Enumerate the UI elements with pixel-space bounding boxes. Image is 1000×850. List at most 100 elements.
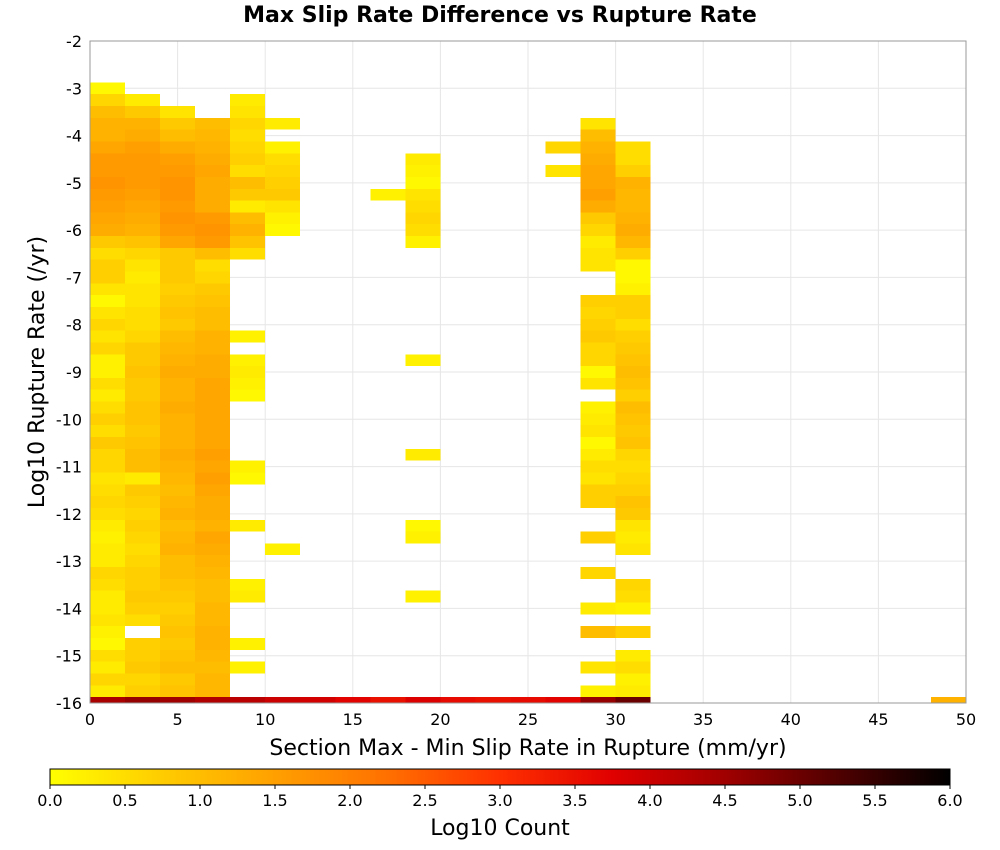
heatmap-cell — [230, 637, 266, 650]
heatmap-cell — [90, 377, 126, 390]
heatmap-cell — [230, 366, 266, 378]
heatmap-cell — [195, 129, 231, 142]
heatmap-cell — [90, 354, 126, 367]
heatmap-cell — [580, 401, 616, 414]
heatmap-cell — [195, 637, 231, 650]
heatmap-cell — [125, 117, 161, 130]
heatmap-cell — [160, 129, 196, 142]
heatmap-cell — [195, 484, 231, 497]
heatmap-cell — [125, 306, 161, 319]
heatmap-cell — [615, 366, 651, 378]
heatmap-cell — [615, 425, 651, 438]
heatmap-cell — [195, 366, 231, 378]
heatmap-cell — [160, 673, 196, 686]
heatmap-cell — [195, 117, 231, 130]
heatmap-cell — [230, 247, 266, 260]
heatmap-cell — [90, 259, 126, 272]
heatmap-cell — [90, 697, 126, 703]
y-tick-label: -8 — [66, 316, 82, 335]
heatmap-cell — [125, 354, 161, 367]
heatmap-cell — [615, 283, 651, 296]
y-tick-label: -3 — [66, 79, 82, 98]
heatmap-cell — [90, 318, 126, 331]
colorbar-tick-label: 2.0 — [337, 791, 362, 810]
heatmap-cell — [615, 673, 651, 686]
heatmap-cell — [230, 141, 266, 154]
heatmap-cell — [195, 354, 231, 367]
heatmap-cell — [160, 153, 196, 166]
heatmap-cell — [265, 141, 301, 154]
heatmap-cell — [90, 543, 126, 556]
heatmap-cell — [90, 578, 126, 591]
heatmap-cell — [125, 330, 161, 343]
heatmap-cell — [230, 460, 266, 473]
heatmap-cell — [405, 224, 441, 237]
colorbar-tick-labels: 0.0 0.5 1.0 1.5 2.0 2.5 3.0 3.5 4.0 4.5 5.0 5.5 6.0 — [37, 785, 963, 810]
y-tick-label: -7 — [66, 268, 82, 287]
heatmap-cell — [580, 437, 616, 449]
heatmap-cell — [615, 259, 651, 272]
heatmap-cell — [195, 507, 231, 520]
heatmap-cell — [90, 165, 126, 177]
colorbar — [49, 768, 951, 786]
heatmap-cell — [195, 602, 231, 615]
colorbar-tick-label: 4.5 — [712, 791, 737, 810]
heatmap-cell — [125, 389, 161, 402]
heatmap-cell — [615, 295, 651, 307]
heatmap-cell — [615, 649, 651, 662]
heatmap-cell — [580, 176, 616, 189]
heatmap-cell — [405, 200, 441, 213]
heatmap-cell — [125, 200, 161, 213]
heatmap-cell — [580, 153, 616, 166]
heatmap-cell — [195, 649, 231, 662]
heatmap-cell — [580, 306, 616, 319]
heatmap-cell — [160, 602, 196, 615]
heatmap-cell — [405, 697, 441, 703]
heatmap-cell — [125, 283, 161, 296]
heatmap-cell — [615, 472, 651, 485]
colorbar-tick-label: 4.0 — [637, 791, 662, 810]
heatmap-cell — [160, 212, 196, 225]
heatmap-cell — [615, 507, 651, 520]
colorbar-tick-label: 3.0 — [487, 791, 512, 810]
heatmap-cell — [580, 354, 616, 367]
heatmap-cell — [615, 519, 651, 532]
heatmap-cell — [545, 697, 581, 703]
heatmap-cell — [125, 153, 161, 166]
heatmap-cell — [230, 519, 266, 532]
heatmap-cell — [160, 283, 196, 296]
heatmap-cell — [195, 401, 231, 414]
heatmap-cell — [90, 496, 126, 508]
heatmap-cell — [90, 401, 126, 414]
heatmap-cell — [195, 614, 231, 627]
heatmap-cell — [160, 555, 196, 568]
heatmap-cell — [90, 448, 126, 461]
y-tick-label: -4 — [66, 127, 82, 146]
heatmap-cell — [230, 472, 266, 485]
x-tick-label: 25 — [518, 710, 538, 729]
heatmap-cell — [195, 236, 231, 248]
heatmap-cell — [230, 212, 266, 225]
heatmap-cell — [580, 567, 616, 579]
heatmap-cell — [195, 342, 231, 355]
heatmap-cell — [230, 578, 266, 591]
heatmap-cell — [125, 188, 161, 201]
heatmap-cell — [580, 602, 616, 615]
heatmap-cell — [195, 259, 231, 272]
heatmap-cell — [230, 697, 266, 703]
heatmap-cell — [125, 567, 161, 579]
heatmap-cell — [90, 176, 126, 189]
heatmap-cell — [265, 188, 301, 201]
heatmap-cell — [580, 295, 616, 307]
heatmap-cell — [580, 413, 616, 426]
heatmap-cell — [160, 106, 196, 118]
heatmap-cell — [90, 602, 126, 615]
heatmap-cell — [195, 673, 231, 686]
heatmap-cell — [125, 448, 161, 461]
heatmap-cell — [265, 153, 301, 166]
heatmap-cell — [90, 389, 126, 402]
heatmap-cell — [160, 117, 196, 130]
heatmap-cell — [90, 82, 126, 95]
heatmap-cell — [265, 212, 301, 225]
heatmap-cell — [195, 306, 231, 319]
